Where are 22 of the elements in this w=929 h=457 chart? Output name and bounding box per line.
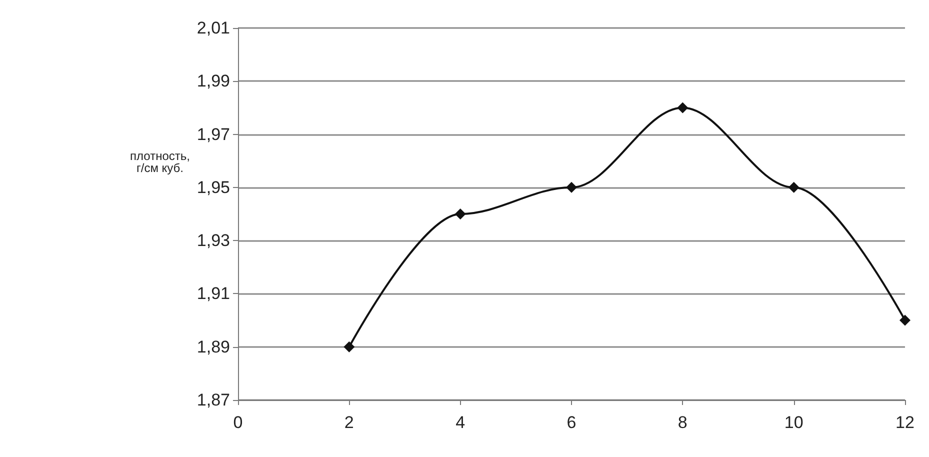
point [454, 208, 466, 220]
y-tick-label: 1,87 [196, 390, 230, 410]
y-axis-title: плотность, г/см куб. [130, 149, 190, 175]
point [788, 182, 800, 193]
x-tick-label: 10 [784, 413, 804, 432]
y-tick-label: 2,01 [196, 18, 230, 38]
point [566, 182, 577, 193]
x-tick-label: 2 [344, 413, 354, 432]
y-tick-label: 1,97 [196, 124, 230, 144]
point [344, 341, 355, 352]
y-tick-label: 1,99 [196, 72, 230, 91]
y-tick-label: 1,93 [196, 231, 230, 250]
y-tick-label: 1,95 [196, 178, 230, 197]
y-tick-label: 1,91 [196, 284, 230, 304]
x-tick-label: 4 [456, 413, 466, 432]
x-tick-label: 12 [896, 413, 914, 432]
y-tick-label: 1,89 [196, 337, 230, 356]
point [900, 314, 910, 326]
x-tick-label: 6 [566, 413, 576, 432]
x-tick-label: 8 [678, 413, 688, 432]
x-tick-label: 0 [233, 413, 243, 432]
point [677, 102, 688, 114]
